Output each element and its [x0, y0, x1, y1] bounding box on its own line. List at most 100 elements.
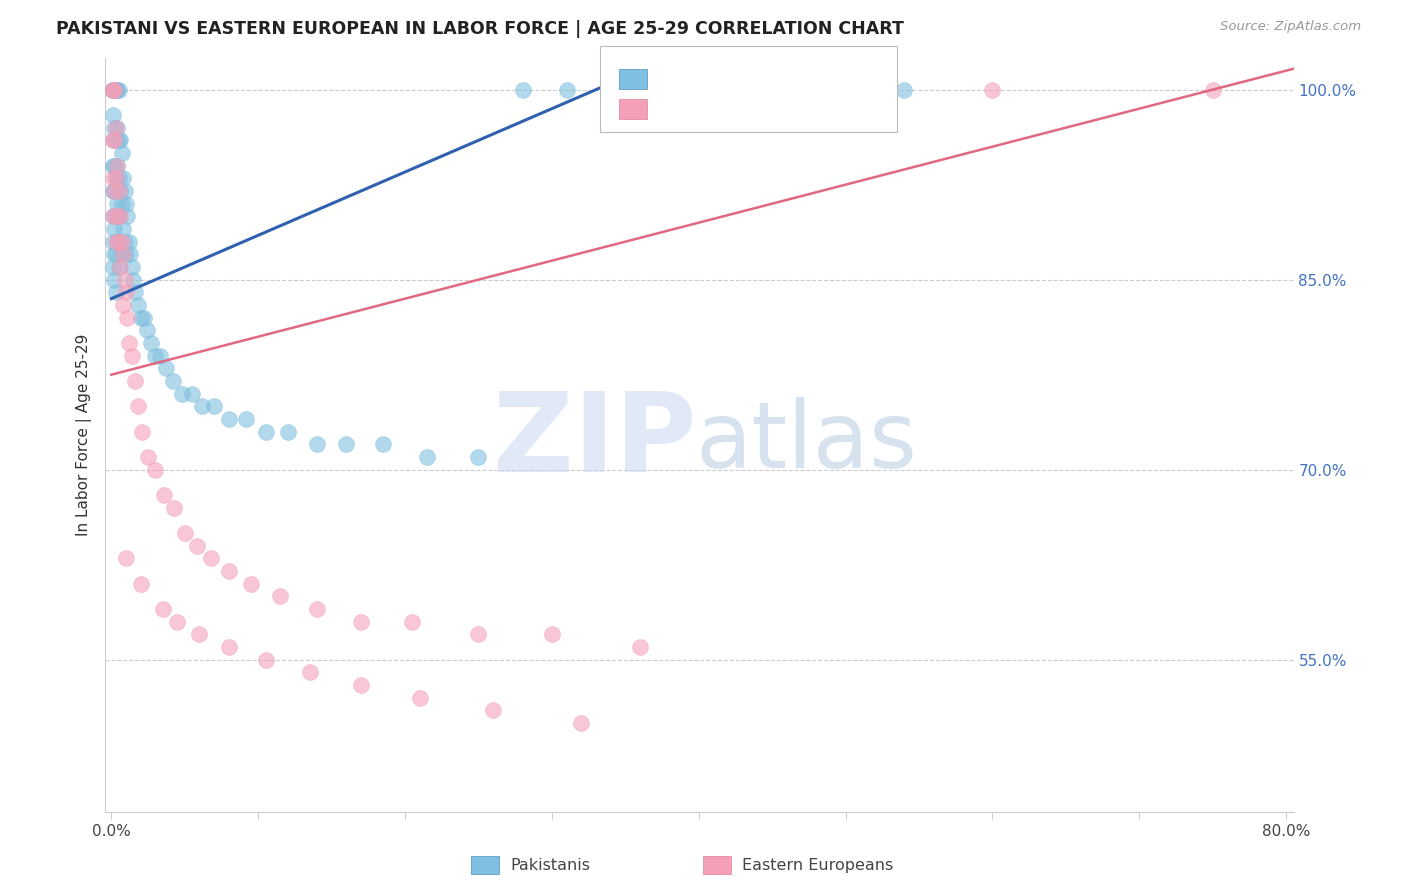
Point: [105, 210, 128, 224]
Point: [104, 171, 127, 186]
Point: [122, 273, 145, 287]
Text: Pakistanis: Pakistanis: [510, 858, 591, 872]
Point: [107, 235, 129, 249]
Point: [482, 703, 505, 717]
Point: [104, 285, 127, 300]
Point: [139, 336, 162, 351]
Point: [277, 425, 299, 439]
Point: [121, 349, 143, 363]
Point: [103, 133, 125, 147]
Point: [117, 310, 139, 325]
Text: PAKISTANI VS EASTERN EUROPEAN IN LABOR FORCE | AGE 25-29 CORRELATION CHART: PAKISTANI VS EASTERN EUROPEAN IN LABOR F…: [56, 20, 904, 37]
Point: [101, 235, 124, 249]
Point: [235, 412, 257, 426]
Point: [115, 551, 138, 566]
Point: [981, 83, 1004, 97]
Point: [103, 120, 125, 135]
Point: [127, 400, 149, 414]
Point: [112, 298, 135, 312]
Point: [115, 196, 138, 211]
Point: [104, 247, 127, 261]
Point: [101, 210, 124, 224]
Point: [101, 133, 124, 147]
Point: [166, 615, 188, 629]
Point: [409, 690, 432, 705]
Point: [776, 83, 799, 97]
Point: [191, 400, 214, 414]
Point: [101, 210, 124, 224]
Point: [103, 247, 125, 261]
Point: [239, 576, 262, 591]
Point: [105, 83, 128, 97]
Point: [101, 83, 124, 97]
Point: [135, 323, 157, 337]
Point: [541, 627, 564, 641]
Point: [467, 450, 489, 464]
Point: [269, 590, 291, 604]
Text: Source: ZipAtlas.com: Source: ZipAtlas.com: [1220, 20, 1361, 33]
Point: [644, 83, 666, 97]
Point: [104, 83, 127, 97]
Point: [115, 285, 138, 300]
Point: [155, 361, 177, 376]
Point: [893, 83, 915, 97]
Text: Eastern Europeans: Eastern Europeans: [742, 858, 894, 872]
Point: [153, 488, 176, 502]
Point: [658, 83, 681, 97]
Point: [103, 83, 125, 97]
Point: [416, 450, 439, 464]
Point: [335, 437, 357, 451]
Point: [129, 310, 152, 325]
Point: [104, 210, 127, 224]
Point: [101, 83, 124, 97]
Point: [170, 386, 193, 401]
Point: [104, 235, 127, 249]
Point: [112, 222, 135, 236]
Point: [132, 310, 155, 325]
Point: [162, 374, 184, 388]
Point: [145, 463, 167, 477]
Point: [103, 273, 125, 287]
Point: [108, 235, 131, 249]
Point: [103, 83, 125, 97]
Text: atlas: atlas: [696, 397, 918, 486]
Text: 0.339: 0.339: [689, 71, 740, 87]
Point: [101, 83, 124, 97]
Point: [186, 539, 208, 553]
Point: [101, 133, 124, 147]
Point: [120, 247, 142, 261]
Point: [107, 184, 129, 198]
Text: R =: R =: [655, 71, 690, 87]
Point: [188, 627, 211, 641]
Point: [105, 159, 128, 173]
Point: [254, 425, 277, 439]
Point: [101, 260, 124, 274]
Point: [114, 184, 136, 198]
Point: [599, 83, 621, 97]
Point: [254, 653, 277, 667]
Text: 58: 58: [799, 102, 821, 117]
Point: [107, 133, 129, 147]
Point: [152, 602, 174, 616]
Point: [101, 83, 124, 97]
Point: [688, 83, 710, 97]
Point: [105, 235, 128, 249]
Point: [110, 146, 132, 161]
Point: [105, 120, 128, 135]
Point: [103, 184, 125, 198]
Point: [401, 615, 423, 629]
Point: [298, 665, 321, 680]
Point: [717, 83, 740, 97]
Point: [305, 437, 328, 451]
Point: [202, 400, 225, 414]
Point: [127, 298, 149, 312]
Point: [118, 336, 141, 351]
Point: [124, 374, 146, 388]
Point: [103, 83, 125, 97]
Point: [101, 83, 124, 97]
Text: 94: 94: [799, 71, 821, 87]
Point: [105, 196, 128, 211]
Point: [628, 640, 651, 654]
Point: [104, 83, 127, 97]
Point: [117, 210, 139, 224]
